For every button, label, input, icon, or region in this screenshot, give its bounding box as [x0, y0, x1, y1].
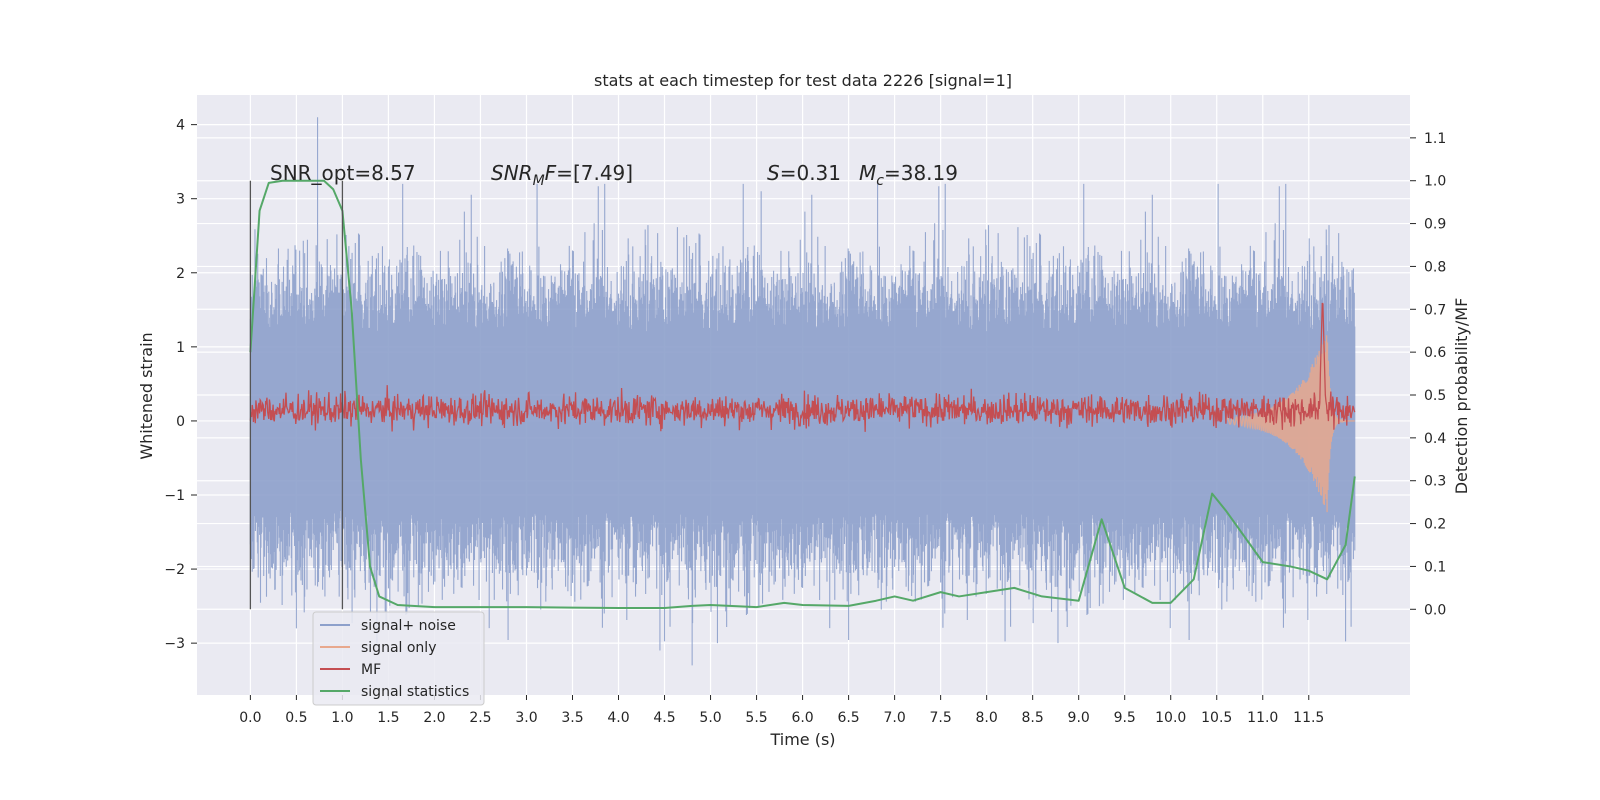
annotation-mc: Mc=38.19: [859, 161, 958, 189]
y-axis-label-left: Whitened strain: [137, 332, 156, 459]
x-tick-label: 4.0: [607, 710, 629, 726]
y-tick-label-right: 0.3: [1424, 474, 1446, 490]
annotation-s: S=0.31: [767, 161, 841, 185]
x-tick-label: 5.0: [699, 710, 721, 726]
x-tick-label: 0.0: [239, 710, 261, 726]
x-tick-label: 8.5: [1022, 710, 1044, 726]
y-tick-label-left: 4: [176, 118, 185, 134]
y-tick-label-left: 1: [176, 340, 185, 356]
annotation-snr-mf: SNRMF=[7.49]: [491, 161, 633, 189]
x-tick-label: 11.5: [1293, 710, 1324, 726]
x-tick-label: 1.5: [377, 710, 399, 726]
y-tick-label-right: 0.0: [1424, 602, 1446, 618]
y-axis-label-right: Detection probability/MF: [1452, 298, 1471, 495]
legend-label-signal-noise: signal+ noise: [361, 618, 456, 634]
x-tick-label: 10.0: [1155, 710, 1186, 726]
y-tick-label-left: −3: [164, 636, 185, 652]
x-tick-label: 2.5: [469, 710, 491, 726]
y-tick-label-left: 2: [176, 266, 185, 282]
y-tick-label-right: 0.4: [1424, 431, 1446, 447]
series-mf: [249, 302, 1356, 432]
legend: signal+ noise signal only MF signal stat…: [312, 611, 485, 706]
x-tick-label: 11.0: [1247, 710, 1278, 726]
signal-statistics-trace: [249, 179, 1356, 609]
x-tick-label: 4.5: [653, 710, 675, 726]
x-tick-label: 10.5: [1201, 710, 1232, 726]
legend-box: [312, 611, 485, 706]
x-tick-label: 5.5: [745, 710, 767, 726]
legend-label-signal-statistics: signal statistics: [361, 684, 469, 700]
x-tick-label: 9.5: [1114, 710, 1136, 726]
y-tick-label-left: 3: [176, 192, 185, 208]
y-tick-label-right: 1.0: [1424, 174, 1446, 190]
x-tick-label: 3.5: [561, 710, 583, 726]
series-signal-statistics: [249, 179, 1356, 609]
y-tick-label-right: 0.8: [1424, 259, 1446, 275]
x-axis-label: Time (s): [769, 730, 835, 749]
y-tick-label-left: 0: [176, 414, 185, 430]
legend-label-signal-only: signal only: [361, 640, 436, 656]
y-tick-label-left: −1: [164, 488, 185, 504]
x-tick-label: 0.5: [285, 710, 307, 726]
x-tick-label: 6.0: [791, 710, 813, 726]
x-tick-label: 2.0: [423, 710, 445, 726]
x-tick-label: 3.0: [515, 710, 537, 726]
y-tick-label-left: −2: [164, 562, 185, 578]
y-tick-label-right: 0.9: [1424, 217, 1446, 233]
y-tick-label-right: 1.1: [1424, 131, 1446, 147]
axis-ticks: 0.0 0.5 1.0 1.5 2.0 2.5 3.0 3.5 4.0 4.5 5.0 5.5 6.0 6…: [164, 118, 1446, 726]
legend-label-mf: MF: [361, 662, 381, 678]
x-tick-label: 9.0: [1068, 710, 1090, 726]
x-tick-label: 8.0: [976, 710, 998, 726]
y-tick-label-right: 0.5: [1424, 388, 1446, 404]
x-tick-label: 7.5: [929, 710, 951, 726]
x-tick-label: 1.0: [331, 710, 353, 726]
chart-title: stats at each timestep for test data 222…: [594, 71, 1012, 90]
y-tick-label-right: 0.6: [1424, 345, 1446, 361]
mf-trace: [249, 302, 1356, 432]
y-tick-label-right: 0.7: [1424, 302, 1446, 318]
marker-vlines: [249, 180, 344, 610]
x-tick-label: 6.5: [837, 710, 859, 726]
y-tick-label-right: 0.1: [1424, 559, 1446, 575]
x-tick-label: 7.0: [883, 710, 905, 726]
y-tick-label-right: 0.2: [1424, 517, 1446, 533]
annotation-snr-opt: SNR_opt=8.57: [270, 161, 416, 185]
